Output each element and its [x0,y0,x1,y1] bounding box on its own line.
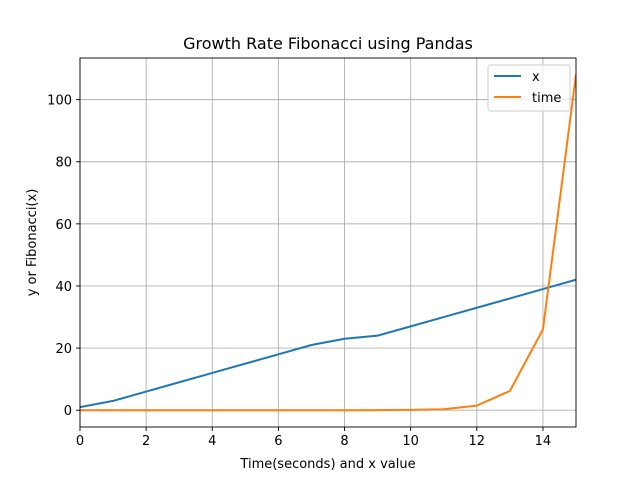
y-tick-label: 40 [55,280,72,295]
y-axis-label: y or Fibonacci(x) [25,189,40,297]
series-line-time [80,74,576,412]
x-tick-label: 6 [274,434,282,449]
plot-frame [79,57,577,428]
axis-ticks: 0 2 4 6 8 10 12 14 0 20 40 60 80 100 [47,94,551,449]
y-tick-label: 60 [55,218,72,233]
series-lines [80,74,576,412]
x-tick-label: 14 [535,434,552,449]
x-tick-label: 4 [208,434,216,449]
y-tick-label: 80 [55,156,72,171]
series-line-x [80,278,576,409]
y-tick-label: 0 [64,404,72,419]
legend-entries: x time [494,70,561,106]
x-tick-label: 0 [76,434,84,449]
x-axis-label: Time(seconds) and x value [239,457,415,472]
series-group [80,74,576,412]
legend: x time [487,64,571,112]
y-tick-label: 100 [47,94,72,109]
legend-label-time: time [532,91,561,106]
x-tick-label: 8 [340,434,348,449]
x-tick-label: 2 [142,434,150,449]
x-tick-label: 12 [469,434,486,449]
legend-label-x: x [532,70,540,85]
x-tick-label: 10 [402,434,419,449]
chart-title: Growth Rate Fibonacci using Pandas [183,34,473,53]
y-tick-label: 20 [55,342,72,357]
